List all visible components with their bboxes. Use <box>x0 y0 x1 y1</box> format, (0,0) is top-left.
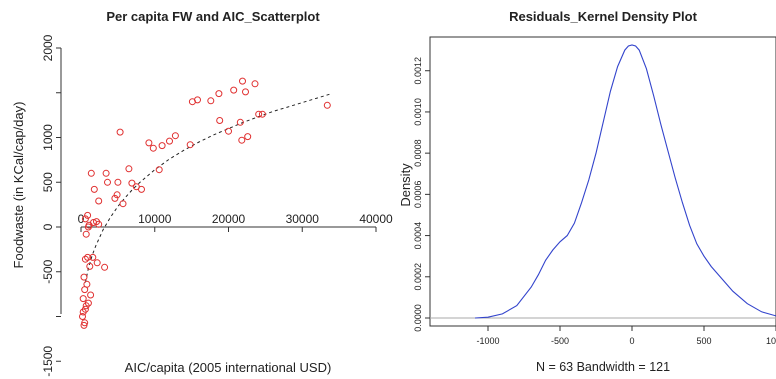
scatter-point <box>215 90 223 98</box>
scatter-point <box>186 141 194 149</box>
scatter-point <box>255 110 263 118</box>
scatter-point <box>149 144 157 152</box>
scatter-point <box>242 88 249 96</box>
scatter-point <box>84 253 92 261</box>
scatter-point <box>90 185 98 193</box>
scatter-point <box>80 273 88 281</box>
scatter-point <box>114 178 122 186</box>
scatter-point <box>81 255 89 263</box>
scatter-point <box>116 128 124 136</box>
scatter-point <box>111 194 119 202</box>
density-y-tick-label: 0.0000 <box>413 304 423 332</box>
scatter-y-tick-label: 500 <box>41 172 55 192</box>
scatter-point <box>87 291 95 299</box>
scatter-point <box>125 165 133 173</box>
scatter-point <box>104 178 111 186</box>
scatter-x-tick-label: 10000 <box>138 212 172 226</box>
scatter-point <box>225 127 232 135</box>
scatter-point <box>194 96 201 104</box>
density-x-ticks: -1000 -500 0 500 1000 <box>476 326 776 346</box>
scatter-point <box>323 101 331 109</box>
scatter-point <box>251 80 259 88</box>
scatter-y-tick-label: 2000 <box>41 34 55 61</box>
scatter-point <box>95 220 103 228</box>
density-y-tick-label: 0.0002 <box>413 263 423 291</box>
scatter-point <box>230 86 238 94</box>
scatter-point <box>84 299 92 307</box>
scatter-y-ticks: -1500 -500 0 500 1000 2000 <box>41 34 61 377</box>
density-sublabel: N = 63 Bandwidth = 121 <box>536 360 670 374</box>
scatter-y-label: Foodwaste (in KCal/cap/day) <box>11 102 26 269</box>
density-y-tick-label: 0.0008 <box>413 139 423 167</box>
scatter-point <box>166 137 173 145</box>
scatter-point <box>171 132 179 140</box>
scatter-point <box>145 139 153 147</box>
density-x-tick-label: 500 <box>696 336 711 346</box>
scatter-point <box>83 280 91 288</box>
density-y-ticks: 0.0000 0.0002 0.0004 0.0006 0.0008 0.0010 0.00… <box>413 57 430 332</box>
density-x-tick-label: -500 <box>551 336 569 346</box>
scatter-point <box>101 263 109 271</box>
scatter-point <box>113 191 121 199</box>
scatter-x-tick-label: 20000 <box>212 212 246 226</box>
scatter-point <box>155 166 163 174</box>
scatter-point <box>238 136 246 144</box>
scatter-point <box>258 110 266 118</box>
scatter-x-ticks: 0 10000 20000 30000 40000 <box>78 212 393 232</box>
scatter-point <box>158 142 166 150</box>
scatter-point <box>207 97 215 105</box>
scatter-y-axis: -1500 -500 0 500 1000 2000 <box>41 34 62 377</box>
scatter-point <box>87 169 95 177</box>
scatter-point <box>79 295 87 303</box>
density-curve <box>474 44 776 319</box>
scatter-x-tick-label: 40000 <box>359 212 393 226</box>
scatter-point <box>89 253 97 261</box>
scatter-x-axis: 0 10000 20000 30000 40000 <box>78 212 393 232</box>
scatter-point <box>81 305 89 313</box>
scatter-panel: Per capita FW and AIC_Scatterplot 0 10000… <box>11 9 393 377</box>
scatter-point <box>102 169 110 177</box>
density-y-tick-label: 0.0010 <box>413 98 423 126</box>
scatter-x-tick-label: 0 <box>78 212 85 226</box>
scatter-y-tick-label: 0 <box>41 223 55 230</box>
scatter-fit-curve <box>84 93 332 283</box>
scatter-point <box>81 319 89 327</box>
density-y-label: Density <box>398 163 413 207</box>
scatter-point <box>84 211 92 219</box>
density-title: Residuals_Kernel Density Plot <box>509 9 698 24</box>
scatter-x-label: AIC/capita (2005 international USD) <box>125 360 332 375</box>
scatter-point <box>128 179 136 187</box>
density-y-tick-label: 0.0012 <box>413 57 423 85</box>
scatter-x-tick-label: 30000 <box>286 212 320 226</box>
scatter-point <box>82 230 90 238</box>
scatter-point <box>244 133 252 141</box>
density-plot-box <box>429 36 776 327</box>
scatter-point <box>79 313 86 320</box>
density-x-tick-label: -1000 <box>476 336 499 346</box>
scatter-point <box>86 262 94 270</box>
density-panel: Residuals_Kernel Density Plot -1000 -500 0… <box>398 9 776 374</box>
scatter-point <box>239 77 246 85</box>
scatter-point <box>95 197 103 205</box>
scatter-point <box>216 117 224 124</box>
density-x-tick-label: 1000 <box>766 336 776 346</box>
scatter-point <box>138 185 145 193</box>
density-y-tick-label: 0.0006 <box>413 181 423 209</box>
scatter-point <box>119 200 127 208</box>
scatter-title: Per capita FW and AIC_Scatterplot <box>106 9 320 24</box>
scatter-y-tick-label: -500 <box>41 259 55 283</box>
density-x-tick-label: 0 <box>629 336 634 346</box>
scatter-y-tick-label: 1000 <box>41 124 55 151</box>
density-y-tick-label: 0.0004 <box>413 222 423 250</box>
scatter-points <box>79 77 331 329</box>
scatter-point <box>236 118 244 126</box>
scatter-y-tick-label: -1500 <box>41 346 55 377</box>
scatter-point <box>93 259 101 267</box>
scatter-point <box>81 215 89 223</box>
